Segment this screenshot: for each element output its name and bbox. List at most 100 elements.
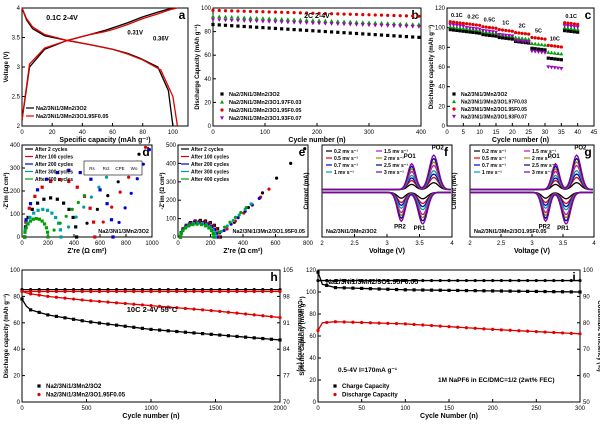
data-point: [229, 15, 234, 19]
y-tick-label: 120: [306, 268, 317, 274]
data-point: [89, 177, 93, 181]
data-point: [523, 40, 528, 44]
data-point: [576, 30, 580, 34]
x-tick-label: 0: [20, 241, 24, 247]
x-axis-label: Cycle number (n): [288, 137, 345, 144]
data-point: [207, 226, 211, 230]
data-point: [464, 26, 469, 30]
data-point: [58, 228, 62, 232]
data-point: [222, 228, 226, 233]
x-tick-label: 30: [542, 130, 549, 136]
data-point: [454, 23, 459, 28]
rate-label: 0.1C: [565, 14, 577, 20]
data-point: [235, 19, 240, 23]
data-point: [335, 22, 340, 27]
data-point: [89, 320, 93, 324]
data-point: [37, 293, 41, 297]
data-point: [298, 11, 302, 15]
data-point: [377, 287, 381, 291]
data-point: [248, 9, 253, 14]
data-point: [367, 20, 371, 25]
legend-entry: After 400 cycles: [191, 177, 229, 183]
data-point: [37, 289, 41, 294]
data-point: [298, 21, 303, 25]
data-point: [223, 14, 228, 19]
data-point: [464, 288, 469, 293]
data-point: [534, 289, 538, 294]
annotation: 2C 2-4V: [304, 13, 330, 20]
data-point: [487, 33, 492, 37]
data-point: [377, 278, 381, 283]
data-point: [491, 327, 495, 331]
data-point: [421, 323, 425, 327]
data-point: [482, 278, 486, 283]
data-point: [456, 278, 460, 283]
x-tick-label: 1000: [144, 406, 158, 412]
x-tick-label: 3.5: [559, 241, 568, 247]
data-point: [578, 332, 582, 336]
data-point: [507, 37, 511, 41]
data-point: [411, 35, 415, 39]
data-point: [342, 286, 346, 290]
legend-entry: Na2/3Ni1/3Mn2/3O1.95F0.05: [461, 107, 527, 113]
data-point: [42, 222, 47, 226]
data-point: [260, 191, 265, 195]
data-point: [35, 188, 40, 192]
data-point: [24, 226, 28, 230]
data-point: [417, 14, 421, 18]
series-line: [21, 7, 179, 127]
series-line: [470, 154, 593, 191]
panel-i: 0 50 100 150 200 250 300 0 20 40 60 80 100 120 50 60 70 8…: [299, 268, 600, 420]
data-point: [456, 325, 460, 329]
data-point: [429, 323, 434, 328]
data-point: [403, 278, 407, 283]
data-point: [225, 227, 229, 231]
data-point: [410, 24, 415, 29]
data-point: [267, 26, 271, 30]
data-point: [46, 230, 50, 234]
data-point: [559, 45, 563, 49]
data-point: [556, 51, 561, 56]
legend-entry: 0.2 mv s⁻¹: [334, 149, 358, 155]
data-point: [226, 289, 230, 294]
data-point: [183, 330, 187, 334]
data-point: [236, 9, 240, 13]
x-tick-label: 40: [79, 130, 86, 136]
data-point: [209, 332, 213, 336]
data-point: [494, 34, 498, 38]
data-point: [530, 35, 534, 40]
y-tick-label: 100: [166, 217, 177, 223]
data-point: [30, 207, 34, 211]
data-point: [46, 235, 50, 239]
y-tick-label: 300: [10, 166, 21, 172]
data-point: [257, 196, 261, 200]
y-tick-label: 60: [438, 65, 445, 71]
panel-letter: a: [179, 8, 186, 22]
legend-entry: 0.5 mv s⁻¹: [482, 156, 506, 162]
data-point: [553, 44, 557, 48]
y-tick-label: 80: [204, 30, 211, 36]
data-point: [317, 18, 322, 23]
data-point: [373, 33, 377, 37]
data-point: [158, 289, 162, 294]
y-tick-label: 120: [435, 6, 446, 12]
x-tick-label: 5: [462, 130, 466, 136]
data-point: [254, 19, 259, 24]
data-point: [465, 22, 469, 26]
data-point: [63, 316, 67, 320]
x-axis-label: Voltage (V): [369, 248, 405, 255]
legend-entry: Na2/3Ni1/3Mn2/3O1.95F0.05: [46, 393, 126, 399]
data-point: [201, 332, 205, 336]
data-point: [97, 321, 101, 325]
x-tick-label: 40: [574, 130, 581, 136]
data-point: [192, 289, 196, 294]
legend-entry: 2.5 mv s⁻¹: [384, 163, 408, 169]
y-axis-label: Discharge capacity (mAh g⁻¹): [428, 25, 435, 109]
data-point: [226, 334, 230, 338]
data-point: [508, 289, 512, 293]
y-axis-label: Discharge Capacity (mAh g⁻¹): [194, 24, 201, 109]
data-point: [386, 33, 390, 38]
data-point: [403, 322, 407, 326]
data-point: [217, 230, 221, 234]
data-point: [242, 15, 247, 20]
